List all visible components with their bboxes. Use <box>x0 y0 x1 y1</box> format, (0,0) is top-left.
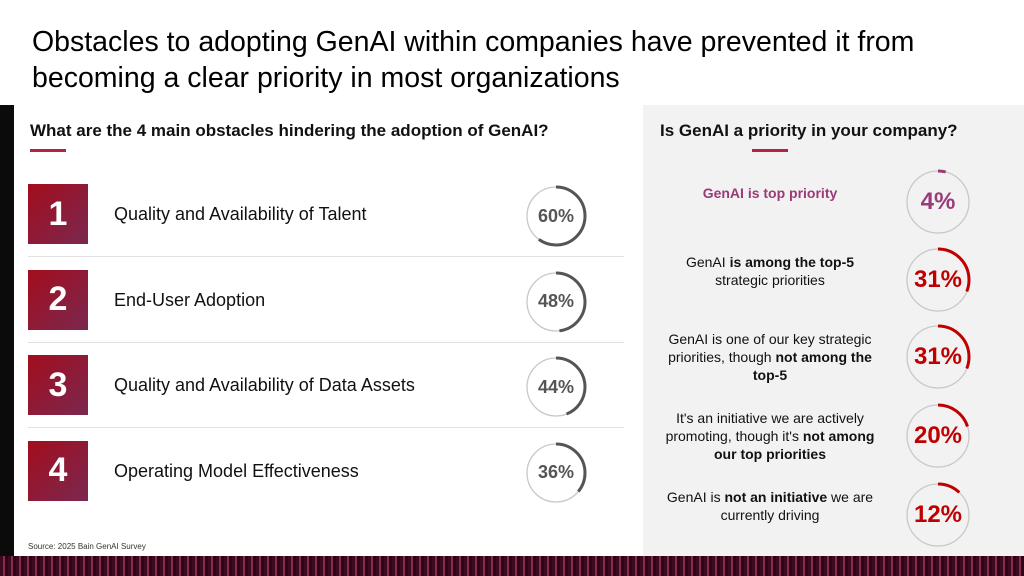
left-decor-strip <box>0 105 14 576</box>
ring-percent: 60% <box>537 205 575 226</box>
ring-arc <box>905 247 971 313</box>
heading-accent <box>752 149 788 152</box>
label-part: we are currently driving <box>720 489 874 523</box>
row-divider <box>28 341 624 343</box>
obstacle-label: Quality and Availability of Talent <box>114 204 367 224</box>
priority-label: GenAI is top priority <box>700 184 840 202</box>
obstacles-card <box>14 105 643 556</box>
obstacle-row: 2 End-User Adoption <box>14 258 624 343</box>
priority-label: It's an initiative we are actively promo… <box>665 409 875 463</box>
label-part: is among the top-5 <box>729 254 855 270</box>
ring-arc <box>905 482 971 548</box>
percent-ring: 31% <box>903 245 973 315</box>
priority-label: GenAI is not an initiative we are curren… <box>665 488 875 524</box>
ring-percent: 31% <box>913 266 963 293</box>
rank-badge: 2 <box>28 269 88 330</box>
row-divider <box>28 256 624 257</box>
label-part: It's an initiative we are actively promo… <box>665 410 864 444</box>
ring-percent: 48% <box>537 291 575 311</box>
label-part: not among our top priorities <box>714 428 875 462</box>
label-part: strategic priorities <box>715 272 825 288</box>
ring-percent: 20% <box>913 422 963 449</box>
ring-percent: 4% <box>920 188 956 215</box>
bottom-decor-strip <box>0 556 1024 576</box>
percent-ring: 60% <box>523 183 589 249</box>
percent-ring: 31% <box>903 322 973 392</box>
percent-ring: 12% <box>903 480 973 550</box>
ring-arc <box>905 169 971 235</box>
obstacle-label: End-User Adoption <box>114 289 266 310</box>
label-part: not an initiative <box>724 489 828 505</box>
ring-percent: 44% <box>537 376 575 397</box>
obstacles-heading: What are the 4 main obstacles hindering … <box>30 121 549 140</box>
obstacle-row: 3 Quality and Availability of Data Assets <box>14 343 624 428</box>
priority-heading: Is GenAI a priority in your company? <box>660 121 958 140</box>
obstacle-label: Operating Model Effectiveness <box>114 460 359 481</box>
obstacle-row: 1 Quality and Availability of Talent <box>14 172 624 257</box>
slide-title: Obstacles to adopting GenAI within compa… <box>32 26 915 94</box>
ring-arc <box>525 185 587 247</box>
rank-badge: 4 <box>28 440 88 501</box>
ring-arc <box>525 271 587 332</box>
row-divider <box>28 427 624 428</box>
label-part: not among the top-5 <box>752 349 872 383</box>
rank-badge: 3 <box>28 355 88 415</box>
percent-ring: 20% <box>903 401 973 471</box>
priority-label: GenAI is one of our key strategic priori… <box>665 330 875 384</box>
percent-ring: 36% <box>523 440 589 506</box>
heading-accent <box>30 149 66 152</box>
ring-arc <box>525 442 587 503</box>
ring-percent: 31% <box>913 343 963 370</box>
percent-ring: 44% <box>523 354 589 420</box>
rank-badge: 1 <box>28 184 88 244</box>
ring-arc <box>905 324 971 390</box>
ring-arc <box>525 356 587 418</box>
label-part: GenAI is top priority <box>702 185 838 201</box>
ring-percent: 36% <box>537 462 575 482</box>
ring-percent: 12% <box>913 501 963 528</box>
percent-ring: 4% <box>903 167 973 237</box>
obstacle-row: 4 Operating Model Effectiveness <box>14 429 614 514</box>
obstacle-label: Quality and Availability of Data Assets <box>114 375 415 395</box>
label-part: GenAI is <box>666 489 725 505</box>
label-part: GenAI is one of our key strategic priori… <box>668 331 872 365</box>
priority-label: GenAI is among the top-5 strategic prior… <box>665 253 875 289</box>
label-part: GenAI <box>685 254 730 270</box>
percent-ring: 48% <box>523 269 589 335</box>
source-note: Source: 2025 Bain GenAI Survey <box>28 542 146 551</box>
ring-arc <box>905 403 971 469</box>
